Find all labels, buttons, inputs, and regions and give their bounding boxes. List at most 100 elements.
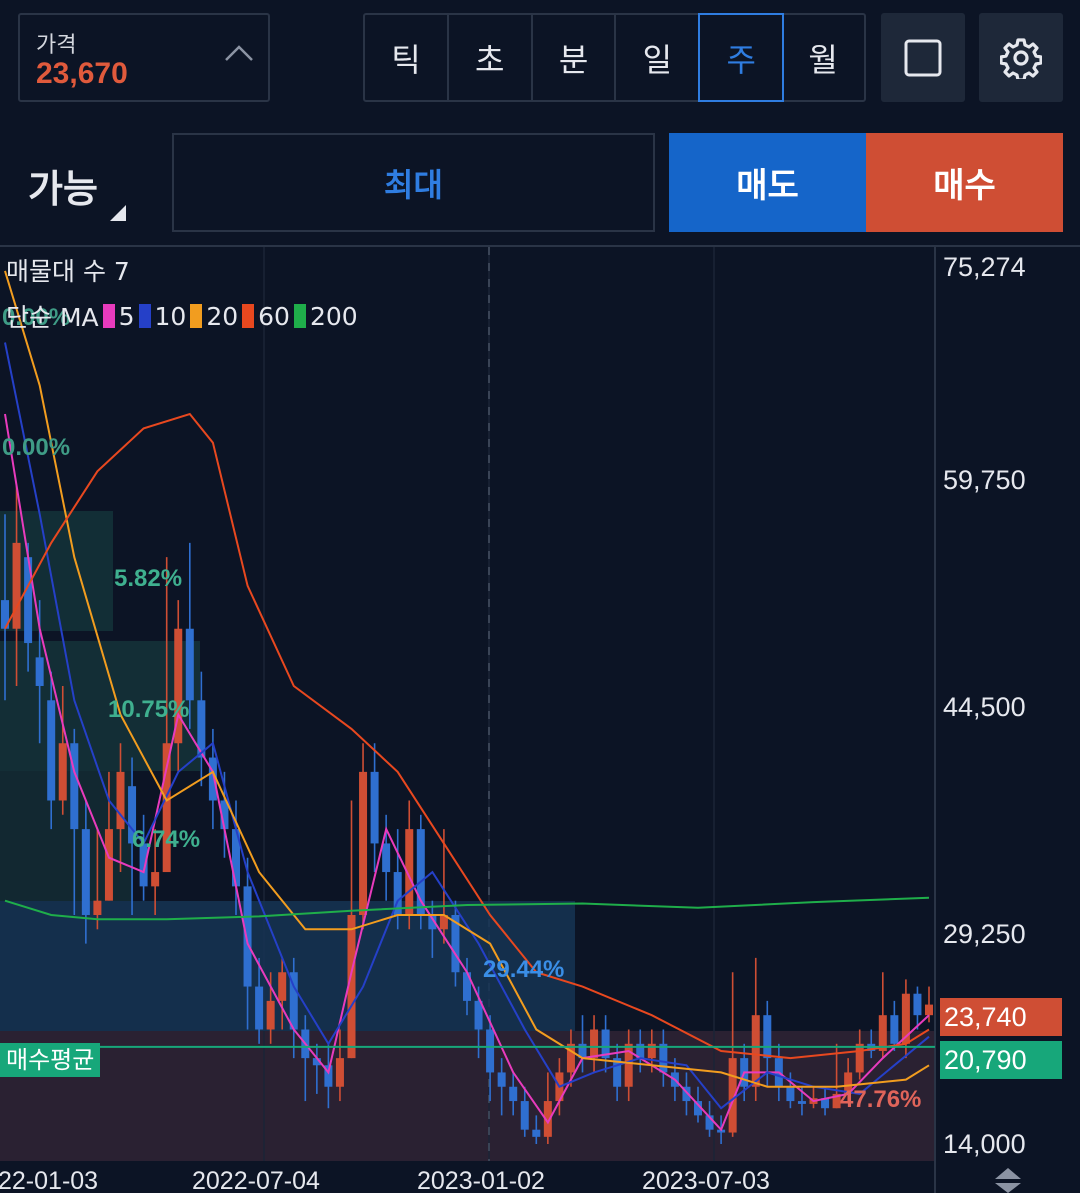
candle-body — [243, 886, 252, 987]
ma60-label: 60 — [258, 301, 290, 331]
tab-month[interactable]: 월 — [808, 40, 838, 79]
candle-body — [451, 914, 460, 973]
candle-body — [197, 700, 206, 758]
candle-body — [405, 829, 414, 915]
y-tick-label: 75,274 — [943, 252, 1026, 282]
volume-profile-legend: 매물대 수 7 — [6, 257, 130, 286]
candle-body — [185, 628, 194, 701]
tab-day[interactable]: 일 — [616, 15, 701, 100]
candle-body — [312, 1058, 321, 1066]
percent-label: 47.76% — [840, 1086, 921, 1113]
candle-body — [601, 1029, 610, 1059]
percent-label: 5.82% — [114, 565, 182, 592]
candle-body — [162, 743, 171, 873]
ma200-line — [4, 896, 930, 921]
price-chart[interactable]: 0.00% 0.00% 5.82% 10.75% 6.74% 29.44% 47.76% 7… — [0, 247, 1080, 1193]
x-tick-label: 22-01-03 — [0, 1167, 98, 1193]
ma5-label: 5 — [118, 301, 135, 331]
price-zone — [0, 1031, 935, 1161]
divider — [0, 245, 1080, 247]
candle-body — [636, 1043, 645, 1059]
y-tick-label: 44,500 — [943, 692, 1026, 722]
candle-body — [416, 829, 425, 915]
candle-body — [151, 872, 160, 887]
candle-body — [347, 914, 356, 1059]
tab-week[interactable]: 주 — [698, 13, 785, 102]
ma20-line — [4, 270, 930, 1088]
ma-legend-label: 단순 MA — [6, 303, 99, 332]
candle-body — [497, 1072, 506, 1087]
candle-body — [728, 1058, 737, 1133]
candle-body — [335, 1058, 344, 1087]
candle-body — [682, 1086, 691, 1102]
percent-label: 29.44% — [483, 956, 564, 983]
candle-body — [104, 829, 113, 901]
price-display[interactable]: 가격 23,670 — [18, 13, 270, 102]
chevron-up-icon — [225, 45, 253, 61]
x-tick-label: 2023-01-02 — [417, 1167, 545, 1193]
candle-body — [474, 1000, 483, 1030]
candle-body — [913, 993, 922, 1016]
candle-body — [878, 1015, 887, 1051]
candle-body — [289, 972, 298, 1030]
candle-body — [81, 829, 90, 915]
candle-body — [844, 1072, 853, 1094]
candle-body — [220, 800, 229, 830]
max-quantity-button[interactable]: 최대 — [172, 133, 655, 232]
candle-body — [58, 743, 67, 801]
buy-button[interactable]: 매수 — [866, 133, 1063, 232]
scroll-handle-icon — [995, 1168, 1021, 1193]
percent-label: 0.00% — [2, 434, 70, 461]
candle-body — [174, 628, 183, 744]
candle-body — [578, 1043, 587, 1059]
candle-body — [763, 1015, 772, 1059]
candle-body — [855, 1043, 864, 1073]
tab-minute[interactable]: 분 — [533, 15, 617, 100]
candle-body — [208, 757, 217, 801]
ma200-swatch — [293, 304, 306, 328]
tab-tick[interactable]: 틱 — [365, 15, 449, 100]
candle-body — [797, 1101, 806, 1104]
price-value: 23,670 — [36, 57, 128, 90]
candle-body — [70, 743, 79, 830]
settings-button[interactable] — [979, 13, 1063, 102]
sell-button[interactable]: 매도 — [669, 133, 866, 232]
candle-body — [532, 1129, 541, 1137]
percent-label: 0.00% — [2, 304, 70, 331]
percent-label: 6.74% — [132, 826, 200, 853]
ma5-swatch — [102, 304, 115, 328]
available-label[interactable]: 가능 — [28, 167, 98, 211]
candle-body — [359, 771, 368, 915]
ma20-label: 20 — [206, 301, 239, 331]
timeframe-selector: 틱 초 분 일 주 월 — [363, 13, 866, 102]
scroll-up-arrow — [995, 1168, 1021, 1179]
candle-body — [590, 1029, 599, 1059]
candle-body — [139, 843, 148, 887]
candle-body — [382, 843, 391, 873]
ma60-line — [4, 412, 930, 1060]
candle-body — [705, 1115, 714, 1130]
fullscreen-button[interactable] — [881, 13, 965, 102]
y-tick-label: 59,750 — [943, 465, 1026, 495]
candle-body — [393, 872, 402, 915]
candle-body — [509, 1086, 518, 1102]
square-icon — [904, 39, 942, 76]
candle-body — [901, 993, 910, 1044]
x-tick-label: 2022-07-04 — [192, 1167, 320, 1193]
candle-body — [786, 1086, 795, 1102]
candle-body — [647, 1043, 656, 1059]
gear-icon — [1000, 37, 1042, 79]
candle-body — [1, 600, 9, 629]
candle-body — [624, 1043, 633, 1087]
x-tick-label: 2023-07-03 — [642, 1167, 770, 1193]
ma5-line — [4, 413, 930, 1132]
candle-body — [370, 771, 379, 844]
candle-body — [486, 1029, 495, 1073]
tab-second[interactable]: 초 — [449, 15, 533, 100]
candle-body — [925, 1004, 933, 1016]
candle-body — [613, 1058, 622, 1087]
ma10-label: 10 — [154, 301, 187, 331]
candle-body — [255, 986, 264, 1030]
percent-label: 10.75% — [108, 696, 189, 723]
candle-body — [659, 1043, 668, 1073]
